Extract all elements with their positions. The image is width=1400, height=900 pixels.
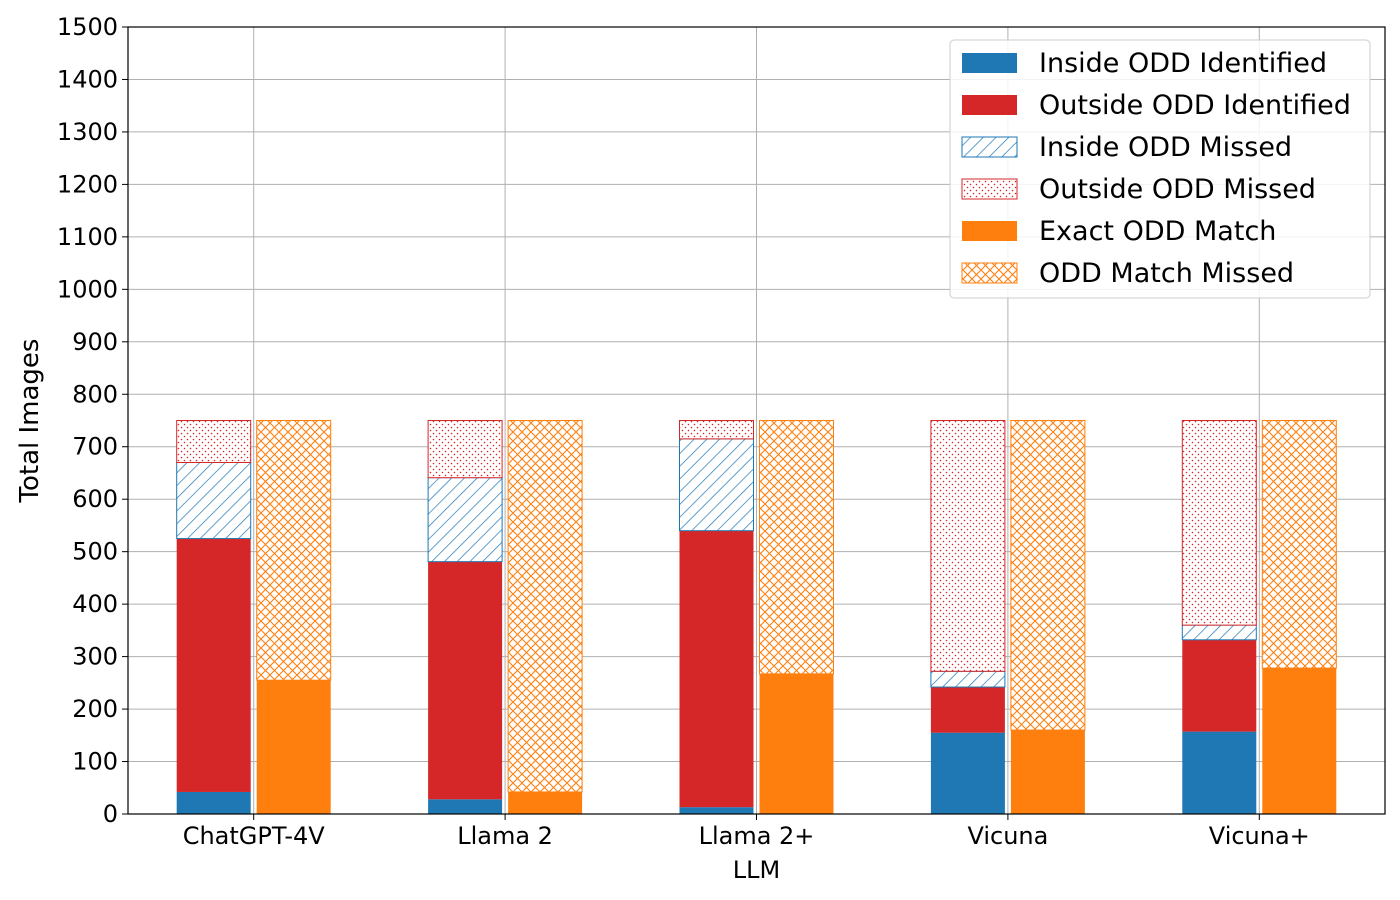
bar-outside-odd-identified-0 xyxy=(176,538,251,792)
bar-outside-odd-identified-1 xyxy=(428,561,503,800)
x-tick-label: ChatGPT-4V xyxy=(183,822,326,850)
x-tick-label: Llama 2+ xyxy=(699,822,815,850)
bar-inside-odd-identified-1 xyxy=(428,799,503,814)
legend-swatch-inside-odd-missed xyxy=(961,136,1018,158)
legend-box xyxy=(949,39,1371,299)
y-tick-label: 400 xyxy=(72,590,118,618)
y-tick-label: 700 xyxy=(72,433,118,461)
bar-inside-odd-missed-4 xyxy=(1181,624,1257,641)
y-tick-label: 900 xyxy=(72,328,118,356)
bar-outside-odd-missed-3 xyxy=(930,420,1006,672)
y-tick-label: 1300 xyxy=(57,118,118,146)
bar-outside-odd-identified-3 xyxy=(930,687,1005,733)
bar-exact-odd-match-0 xyxy=(256,680,331,814)
y-tick-label: 600 xyxy=(72,485,118,513)
x-tick-label: LLM xyxy=(733,856,780,884)
bar-exact-odd-match-4 xyxy=(1262,668,1337,814)
bar-inside-odd-identified-2 xyxy=(679,807,754,814)
legend-swatch-outside-odd-missed xyxy=(961,178,1018,200)
legend-label: Inside ODD Missed xyxy=(1039,132,1292,163)
y-tick-label: 500 xyxy=(72,538,118,566)
bar-outside-odd-missed-1 xyxy=(427,420,503,479)
x-tick-label: Vicuna xyxy=(967,822,1048,850)
bar-exact-odd-match-1 xyxy=(508,791,583,814)
y-tick-label: 100 xyxy=(72,748,118,776)
legend-label: Outside ODD Identified xyxy=(1039,90,1351,121)
bar-exact-odd-match-2 xyxy=(759,673,834,814)
legend-swatch-odd-match-missed xyxy=(961,262,1018,284)
bar-inside-odd-identified-3 xyxy=(930,732,1005,814)
x-tick-label: Vicuna+ xyxy=(1209,822,1310,850)
legend-swatch-exact-odd-match xyxy=(962,221,1017,241)
bar-outside-odd-missed-0 xyxy=(176,420,252,463)
y-tick-label: 1500 xyxy=(57,13,118,41)
x-tick-label: Llama 2 xyxy=(457,822,553,850)
legend-label: Outside ODD Missed xyxy=(1039,174,1316,205)
y-tick-label: 200 xyxy=(72,695,118,723)
plot-frame xyxy=(127,26,1386,815)
bar-inside-odd-missed-0 xyxy=(176,461,252,540)
bar-odd-match-missed-0 xyxy=(256,420,332,681)
legend-label: Inside ODD Identified xyxy=(1039,48,1327,79)
bar-outside-odd-identified-2 xyxy=(679,530,754,808)
y-axis-label: Total Images xyxy=(15,339,45,504)
bar-odd-match-missed-2 xyxy=(759,420,834,675)
y-tick-label: 0 xyxy=(103,800,118,828)
bar-inside-odd-missed-3 xyxy=(930,670,1006,688)
y-tick-label: 1000 xyxy=(57,275,118,303)
bar-inside-odd-identified-4 xyxy=(1182,731,1257,814)
bar-outside-odd-missed-4 xyxy=(1181,420,1257,626)
y-tick-label: 1400 xyxy=(57,65,118,93)
bar-odd-match-missed-3 xyxy=(1010,420,1086,731)
legend: Inside ODD Identified Outside ODD Identif… xyxy=(949,39,1371,299)
legend-swatch-inside-odd-identified xyxy=(962,53,1017,73)
bar-outside-odd-identified-4 xyxy=(1182,639,1257,732)
bar-outside-odd-missed-2 xyxy=(679,420,754,440)
legend-label: ODD Match Missed xyxy=(1039,258,1294,289)
bar-odd-match-missed-1 xyxy=(507,420,583,793)
y-tick-label: 1200 xyxy=(57,170,118,198)
legend-swatch-outside-odd-identified xyxy=(962,95,1017,115)
y-tick-label: 1100 xyxy=(57,223,118,251)
bar-exact-odd-match-3 xyxy=(1010,730,1085,814)
bar-inside-odd-identified-0 xyxy=(176,791,251,814)
bar-inside-odd-missed-1 xyxy=(427,477,503,563)
legend-label: Exact ODD Match xyxy=(1039,216,1276,247)
axes: 0 100 200 300 400 500 600 700 800 900 1000 1100 1200… xyxy=(15,13,1386,884)
bar-odd-match-missed-4 xyxy=(1261,420,1337,669)
bar-inside-odd-missed-2 xyxy=(679,438,754,532)
bars xyxy=(176,420,1337,814)
y-tick-label: 300 xyxy=(72,643,118,671)
y-tick-label: 800 xyxy=(72,380,118,408)
